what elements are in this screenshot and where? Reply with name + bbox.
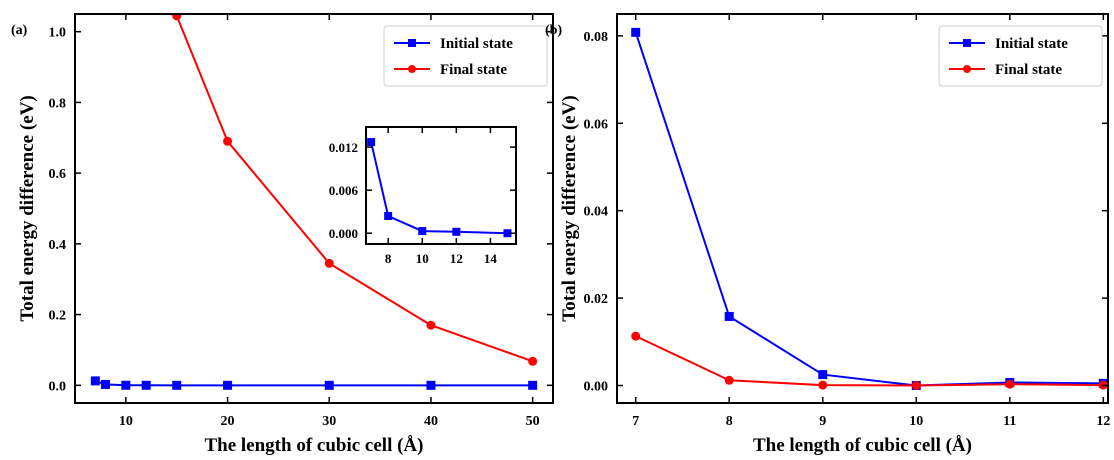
data-point xyxy=(724,311,734,321)
series-line xyxy=(634,32,1104,387)
data-point xyxy=(1005,379,1015,389)
data-point xyxy=(631,27,641,37)
data-point xyxy=(223,380,233,390)
x-tick-label: 10 xyxy=(119,414,133,429)
x-axis-label: The length of cubic cell (Å) xyxy=(753,435,972,456)
inset-x-tick-label: 8 xyxy=(385,251,392,266)
legend-marker xyxy=(408,39,416,47)
x-tick-label: 30 xyxy=(322,414,336,429)
y-tick-label: 0.6 xyxy=(49,167,67,182)
inset-data-point xyxy=(384,212,393,221)
inset-y-tick-label: 0.012 xyxy=(329,140,358,155)
legend-marker xyxy=(963,39,971,47)
x-tick-label: 9 xyxy=(819,414,826,429)
panel-label: (b) xyxy=(545,23,562,38)
data-point xyxy=(141,380,151,390)
data-point xyxy=(172,14,182,21)
data-point xyxy=(101,379,111,389)
inset-y-tick-label: 0.000 xyxy=(329,226,358,241)
data-point xyxy=(818,380,828,390)
data-point xyxy=(121,380,131,390)
x-tick-label: 50 xyxy=(526,414,540,429)
y-tick-label: 0.00 xyxy=(584,380,609,395)
x-axis-label: The length of cubic cell (Å) xyxy=(204,435,423,456)
inset-plot-frame xyxy=(365,126,517,245)
x-tick-label: 7 xyxy=(632,414,639,429)
data-point xyxy=(631,331,641,341)
y-tick-label: 0.02 xyxy=(584,292,609,307)
y-tick-label: 0.2 xyxy=(49,309,67,324)
data-point xyxy=(324,258,334,268)
y-tick-label: 0.4 xyxy=(49,238,67,253)
chart-panel-b: (b) 7 8 9 10 11 12 0.00 0.02 0.04 0.06 0.08 Initial … xyxy=(545,13,1110,456)
data-point xyxy=(528,380,538,390)
data-point xyxy=(223,136,233,146)
y-tick-label: 0.0 xyxy=(49,379,67,394)
series-line xyxy=(635,335,1104,387)
panel-label: (a) xyxy=(11,23,28,38)
series-final-state xyxy=(631,331,1108,391)
x-tick-label: 10 xyxy=(909,414,923,429)
data-point xyxy=(818,370,828,380)
x-tick-label: 8 xyxy=(726,414,733,429)
legend-marker xyxy=(963,65,971,73)
y-axis-label: Total energy difference (eV) xyxy=(559,95,580,321)
legend-entry: Final state xyxy=(440,62,507,78)
x-tick-label: 20 xyxy=(221,414,235,429)
data-point xyxy=(724,375,734,385)
inset-plot: 8 10 12 14 0.000 0.006 0.012 xyxy=(329,126,517,266)
series-line xyxy=(95,379,533,387)
legend-entry: Initial state xyxy=(440,36,513,52)
series-final-state xyxy=(172,14,538,366)
legend-box xyxy=(383,25,548,87)
y-tick-label: 0.08 xyxy=(584,30,609,45)
inset-data-point xyxy=(452,227,461,236)
legend-box xyxy=(938,25,1103,87)
inset-x-tick-label: 10 xyxy=(416,251,429,266)
inset-background xyxy=(366,127,516,244)
data-point xyxy=(324,380,334,390)
plot-frame xyxy=(74,13,554,404)
data-point xyxy=(911,381,921,391)
y-tick-label: 0.06 xyxy=(584,117,609,132)
plot-frame xyxy=(616,13,1109,404)
data-point xyxy=(528,356,538,366)
legend-entry: Initial state xyxy=(995,36,1068,52)
x-tick-label: 12 xyxy=(1096,414,1110,429)
data-point xyxy=(90,376,100,386)
inset-x-tick-label: 14 xyxy=(484,251,498,266)
y-tick-label: 0.04 xyxy=(584,205,609,220)
series-initial-state xyxy=(90,376,538,390)
legend-marker xyxy=(408,65,416,73)
data-point xyxy=(172,380,182,390)
x-tick-label: 40 xyxy=(424,414,438,429)
y-tick-label: 0.8 xyxy=(49,96,67,111)
inset-x-tick-label: 12 xyxy=(450,251,463,266)
data-point xyxy=(426,380,436,390)
inset-data-point xyxy=(503,229,512,238)
data-point xyxy=(426,320,436,330)
inset-data-point xyxy=(418,227,427,236)
inset-data-point xyxy=(367,138,376,147)
legend-entry: Final state xyxy=(995,62,1062,78)
inset-series-initial-state xyxy=(367,138,512,238)
y-tick-label: 1.0 xyxy=(49,26,67,41)
inset-y-tick-label: 0.006 xyxy=(329,183,359,198)
chart-panel-a: (a) 10 20 30 40 50 0.0 0.2 0.4 0.6 0.8 1.0 Initial s… xyxy=(11,13,554,456)
x-tick-label: 11 xyxy=(1003,414,1016,429)
y-axis-label: Total energy difference (eV) xyxy=(17,95,38,321)
